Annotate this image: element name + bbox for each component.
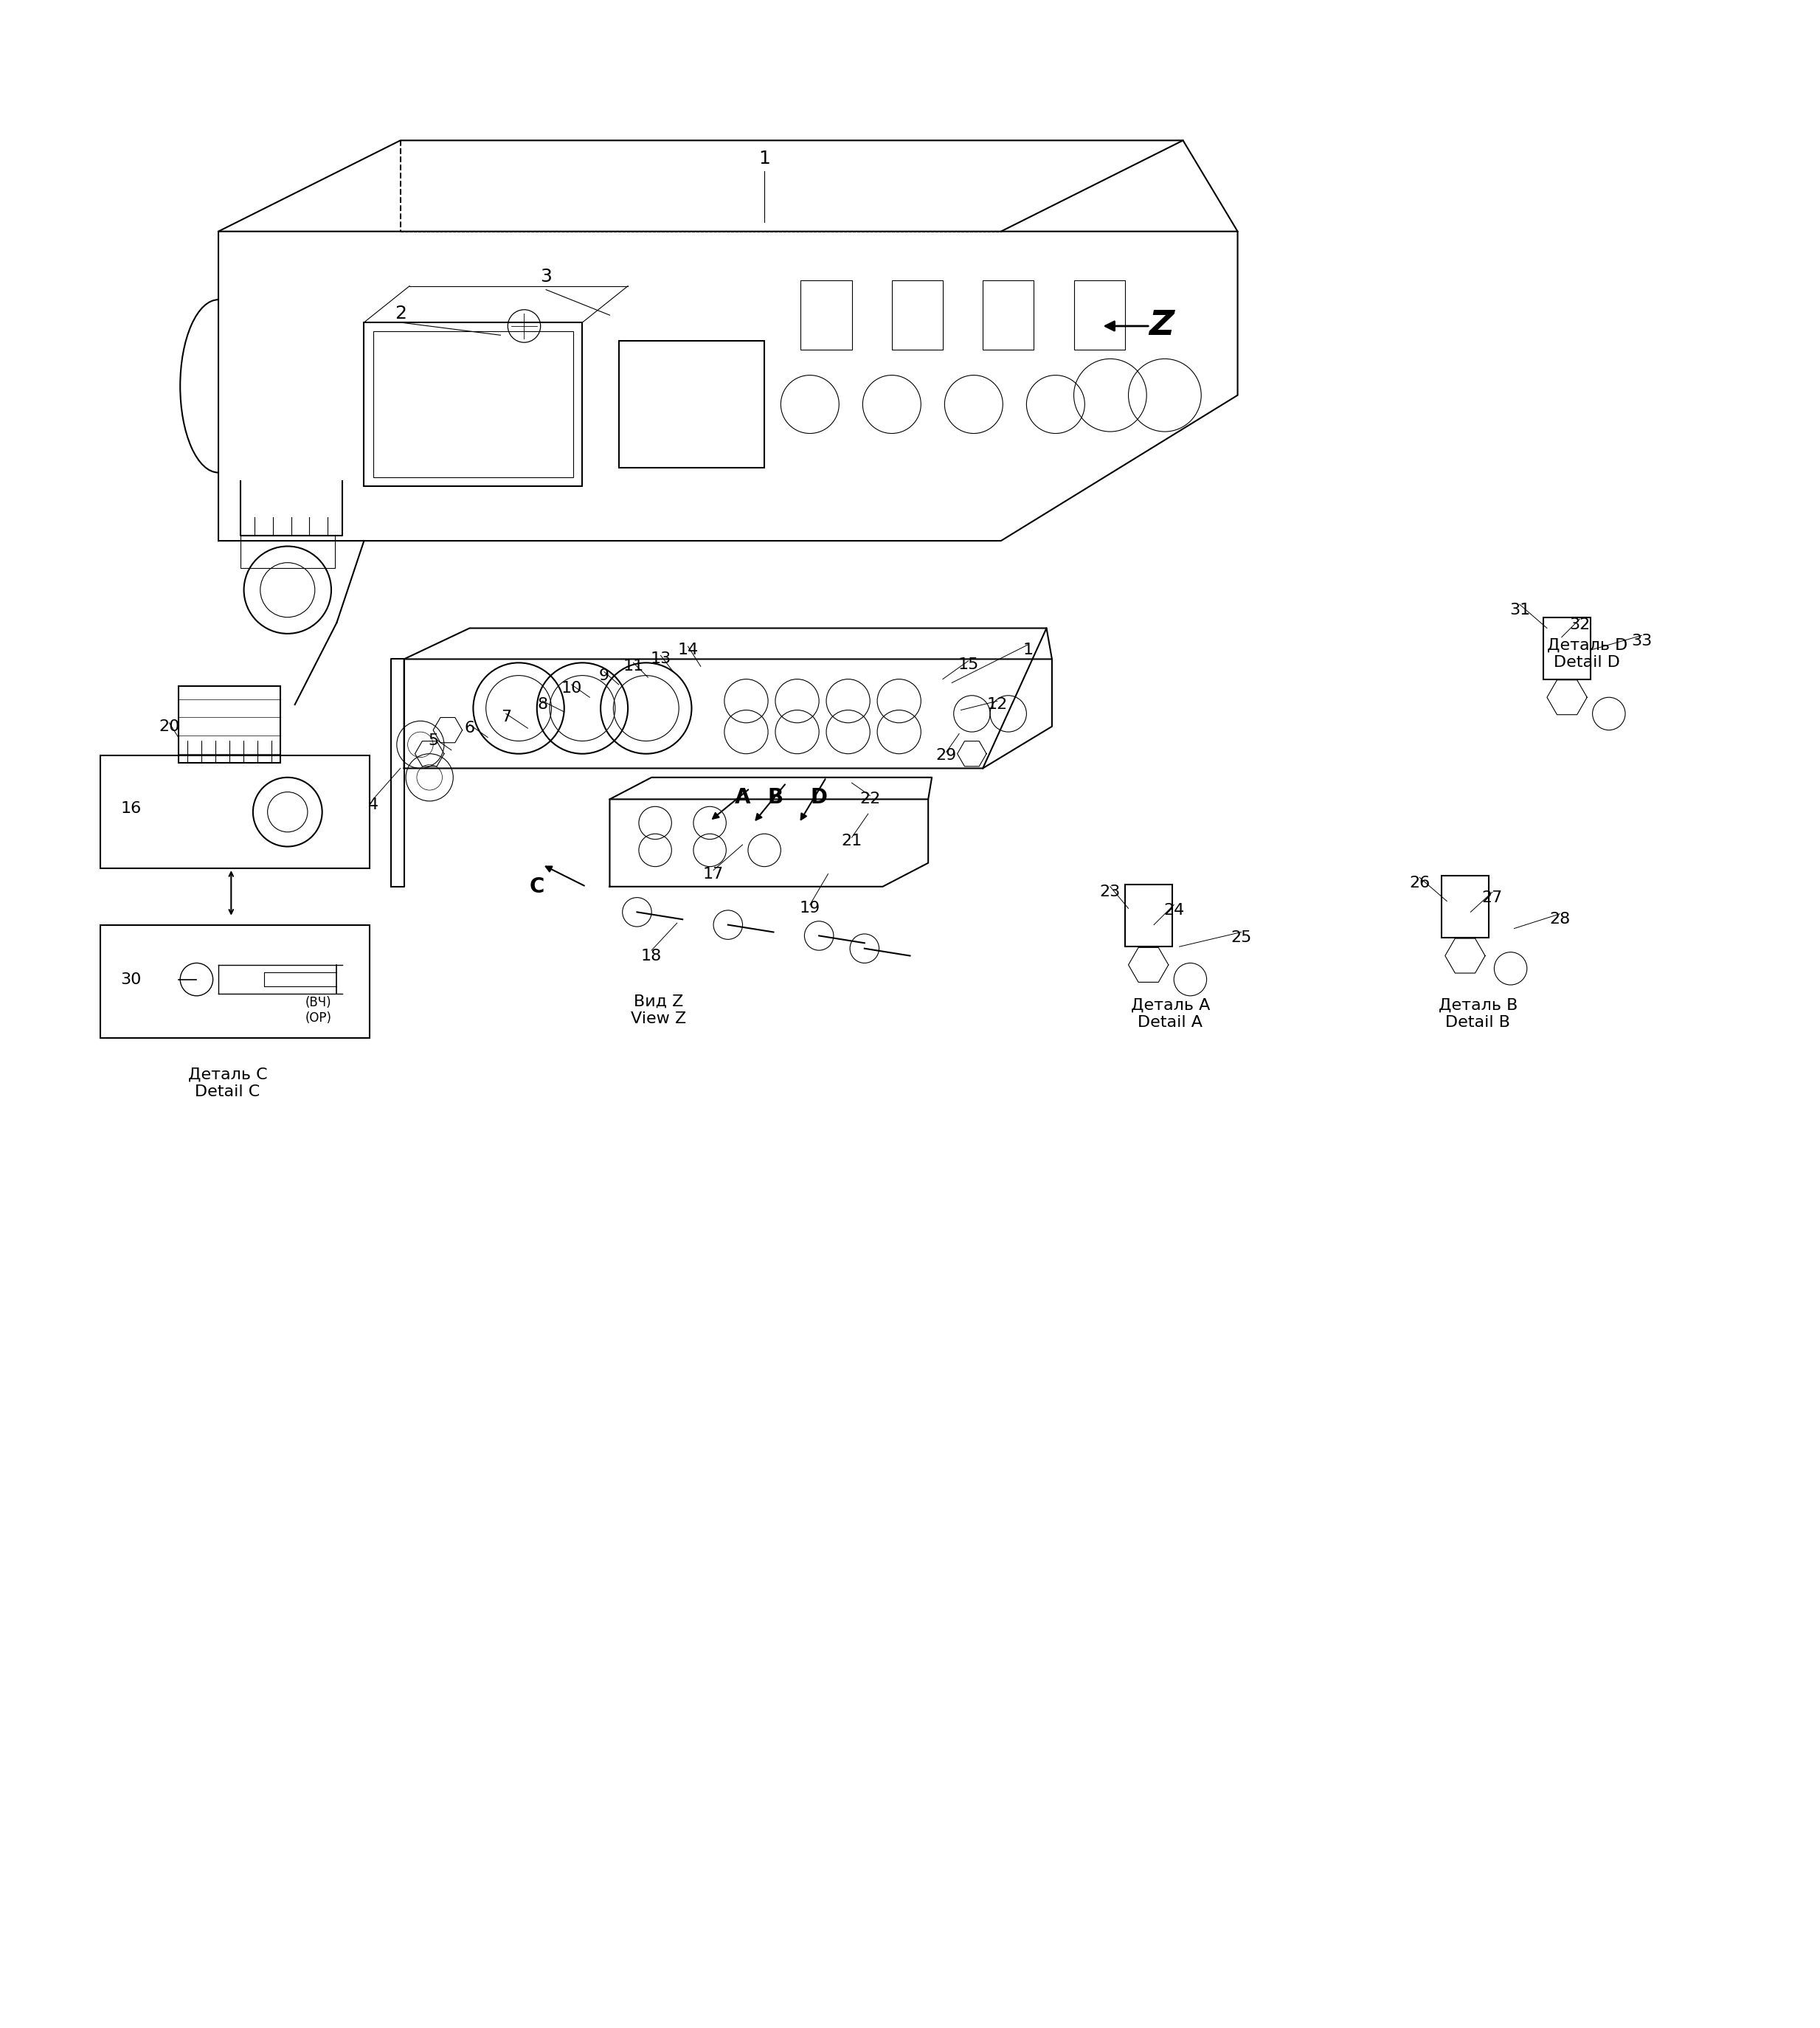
Text: 6: 6 [464,720,475,736]
Bar [619,341,764,468]
Text: 31: 31 [1509,602,1531,617]
Text: D: D [810,787,828,807]
Bar [1543,617,1591,679]
Bar [364,322,582,487]
Text: 23: 23 [1099,884,1121,900]
Text: B: B [768,787,783,807]
Text: Деталь C
Detail C: Деталь C Detail C [187,1067,268,1099]
Text: 4: 4 [368,797,379,811]
Text: C: C [530,876,544,896]
Bar [983,280,1034,349]
Text: 10: 10 [561,681,582,696]
Text: 17: 17 [703,866,724,882]
Text: 29: 29 [935,748,957,763]
Text: 27: 27 [1481,890,1503,904]
Text: 32: 32 [1569,617,1591,633]
Text: 28: 28 [1549,913,1571,927]
Text: Деталь D
Detail D: Деталь D Detail D [1547,637,1627,669]
Text: 20: 20 [158,720,180,734]
Text: Z: Z [1148,310,1174,343]
Bar [240,535,335,568]
Text: 5: 5 [428,734,439,748]
Text: 2: 2 [395,304,406,322]
Text: 26: 26 [1409,876,1431,890]
Bar [1074,280,1125,349]
Text: 13: 13 [650,651,672,667]
Text: 3: 3 [541,268,551,286]
Text: 9: 9 [599,667,610,683]
Bar [373,331,573,477]
Text: 19: 19 [799,900,821,917]
Text: 25: 25 [1230,931,1252,945]
Text: 11: 11 [622,659,644,673]
Bar [178,685,280,763]
Text: A: A [735,787,750,807]
Text: 1: 1 [759,150,770,168]
Text: 30: 30 [120,971,142,988]
Text: 14: 14 [677,643,699,657]
Text: 18: 18 [641,949,662,963]
Text: Вид Z
View Z: Вид Z View Z [632,994,686,1026]
Bar [1125,884,1172,947]
Bar [1441,876,1489,937]
Text: 15: 15 [957,657,979,671]
Text: 21: 21 [841,834,863,848]
Text: 8: 8 [537,698,548,712]
Text: (ВЧ)
(OP): (ВЧ) (OP) [306,996,331,1024]
Text: 16: 16 [120,801,142,815]
Text: Деталь B
Detail B: Деталь B Detail B [1438,998,1518,1030]
Text: 7: 7 [500,710,511,724]
Text: Деталь A
Detail A: Деталь A Detail A [1130,998,1210,1030]
Text: 33: 33 [1631,633,1653,649]
Text: 1: 1 [1023,643,1034,657]
Bar [801,280,852,349]
Text: 24: 24 [1163,902,1185,917]
Text: 22: 22 [859,791,881,807]
Bar [892,280,943,349]
Text: 12: 12 [986,698,1008,712]
